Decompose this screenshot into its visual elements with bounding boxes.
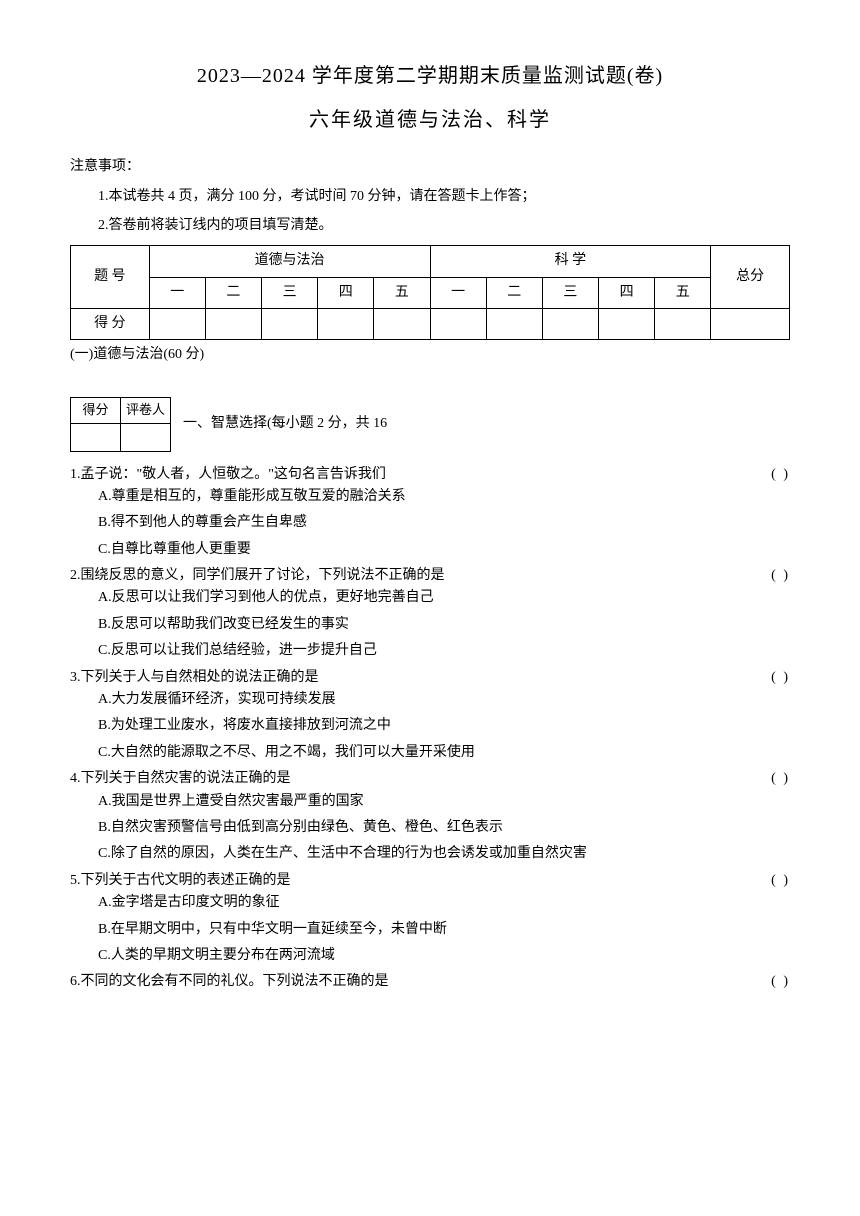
- total-header: 总分: [711, 246, 790, 309]
- sub-title: 六年级道德与法治、科学: [70, 104, 790, 136]
- section-cell: 四: [599, 277, 655, 308]
- question-3: 3.下列关于人与自然相处的说法正确的是( )A.大力发展循环经济，实现可持续发展…: [70, 667, 790, 765]
- question-stem: 1.孟子说："敬人者，人恒敬之。"这句名言告诉我们( ): [70, 464, 790, 486]
- question-text: 6.不同的文化会有不同的礼仪。下列说法不正确的是: [70, 971, 751, 993]
- section-cell: 五: [374, 277, 430, 308]
- mini-score-empty: [121, 423, 171, 451]
- row-label-num: 题 号: [71, 246, 150, 309]
- answer-bracket: ( ): [751, 971, 790, 993]
- question-6: 6.不同的文化会有不同的礼仪。下列说法不正确的是( ): [70, 971, 790, 993]
- question-option: B.为处理工业废水，将废水直接排放到河流之中: [70, 715, 790, 737]
- answer-bracket: ( ): [751, 768, 790, 790]
- question-option: A.我国是世界上遭受自然灾害最严重的国家: [70, 791, 790, 813]
- section-1-header: (一)道德与法治(60 分): [70, 344, 790, 366]
- question-option: C.人类的早期文明主要分布在两河流域: [70, 945, 790, 967]
- question-2: 2.围绕反思的意义，同学们展开了讨论，下列说法不正确的是( )A.反思可以让我们…: [70, 565, 790, 663]
- section-cell: 二: [205, 277, 261, 308]
- question-option: A.大力发展循环经济，实现可持续发展: [70, 689, 790, 711]
- score-cell: [149, 308, 205, 339]
- section-cell: 三: [261, 277, 317, 308]
- answer-bracket: ( ): [751, 667, 790, 689]
- question-option: A.尊重是相互的，尊重能形成互敬互爱的融洽关系: [70, 486, 790, 508]
- score-cell: [430, 308, 486, 339]
- question-stem: 4.下列关于自然灾害的说法正确的是( ): [70, 768, 790, 790]
- mini-score-col2: 评卷人: [121, 397, 171, 423]
- mini-score-col1: 得分: [71, 397, 121, 423]
- answer-bracket: ( ): [751, 464, 790, 486]
- score-cell: [261, 308, 317, 339]
- question-option: C.除了自然的原因，人类在生产、生活中不合理的行为也会诱发或加重自然灾害: [70, 843, 790, 865]
- answer-bracket: ( ): [751, 870, 790, 892]
- score-cell: [205, 308, 261, 339]
- question-option: C.自尊比尊重他人更重要: [70, 539, 790, 561]
- question-text: 1.孟子说："敬人者，人恒敬之。"这句名言告诉我们: [70, 464, 751, 486]
- subject-header-2: 科 学: [430, 246, 711, 277]
- question-option: B.在早期文明中，只有中华文明一直延续至今，未曾中断: [70, 919, 790, 941]
- question-1: 1.孟子说："敬人者，人恒敬之。"这句名言告诉我们( )A.尊重是相互的，尊重能…: [70, 464, 790, 562]
- question-stem: 5.下列关于古代文明的表述正确的是( ): [70, 870, 790, 892]
- score-cell: [655, 308, 711, 339]
- question-4: 4.下列关于自然灾害的说法正确的是( )A.我国是世界上遭受自然灾害最严重的国家…: [70, 768, 790, 866]
- question-option: C.大自然的能源取之不尽、用之不竭，我们可以大量开采使用: [70, 742, 790, 764]
- question-text: 5.下列关于古代文明的表述正确的是: [70, 870, 751, 892]
- score-summary-table: 题 号 道德与法治 科 学 总分 一 二 三 四 五 一 二 三 四 五 得 分: [70, 245, 790, 340]
- question-option: A.金字塔是古印度文明的象征: [70, 892, 790, 914]
- question-stem: 2.围绕反思的意义，同学们展开了讨论，下列说法不正确的是( ): [70, 565, 790, 587]
- question-option: B.得不到他人的尊重会产生自卑感: [70, 512, 790, 534]
- notice-label: 注意事项：: [70, 156, 790, 178]
- question-text: 3.下列关于人与自然相处的说法正确的是: [70, 667, 751, 689]
- section-cell: 三: [542, 277, 598, 308]
- subject-header-1: 道德与法治: [149, 246, 430, 277]
- row-label-score: 得 分: [71, 308, 150, 339]
- section-cell: 二: [486, 277, 542, 308]
- question-text: 2.围绕反思的意义，同学们展开了讨论，下列说法不正确的是: [70, 565, 751, 587]
- question-5: 5.下列关于古代文明的表述正确的是( )A.金字塔是古印度文明的象征 B.在早期文…: [70, 870, 790, 968]
- part-1-title: 一、智慧选择(每小题 2 分，共 16: [183, 413, 387, 435]
- notice-item-2: 2.答卷前将装订线内的项目填写清楚。: [70, 215, 790, 237]
- question-stem: 6.不同的文化会有不同的礼仪。下列说法不正确的是( ): [70, 971, 790, 993]
- score-cell: [711, 308, 790, 339]
- question-text: 4.下列关于自然灾害的说法正确的是: [70, 768, 751, 790]
- section-cell: 五: [655, 277, 711, 308]
- score-cell: [374, 308, 430, 339]
- mini-score-empty: [71, 423, 121, 451]
- question-option: B.自然灾害预警信号由低到高分别由绿色、黄色、橙色、红色表示: [70, 817, 790, 839]
- question-option: B.反思可以帮助我们改变已经发生的事实: [70, 614, 790, 636]
- mini-score-table: 得分 评卷人: [70, 397, 171, 452]
- section-cell: 一: [149, 277, 205, 308]
- section-cell: 四: [318, 277, 374, 308]
- score-cell: [599, 308, 655, 339]
- score-cell: [318, 308, 374, 339]
- question-option: A.反思可以让我们学习到他人的优点，更好地完善自己: [70, 587, 790, 609]
- score-cell: [486, 308, 542, 339]
- questions-container: 1.孟子说："敬人者，人恒敬之。"这句名言告诉我们( )A.尊重是相互的，尊重能…: [70, 464, 790, 994]
- notice-item-1: 1.本试卷共 4 页，满分 100 分，考试时间 70 分钟，请在答题卡上作答；: [70, 186, 790, 208]
- question-stem: 3.下列关于人与自然相处的说法正确的是( ): [70, 667, 790, 689]
- question-option: C.反思可以让我们总结经验，进一步提升自己: [70, 640, 790, 662]
- answer-bracket: ( ): [751, 565, 790, 587]
- mini-score-block: 得分 评卷人 一、智慧选择(每小题 2 分，共 16: [70, 397, 790, 452]
- score-cell: [542, 308, 598, 339]
- main-title: 2023—2024 学年度第二学期期末质量监测试题(卷): [70, 60, 790, 92]
- section-cell: 一: [430, 277, 486, 308]
